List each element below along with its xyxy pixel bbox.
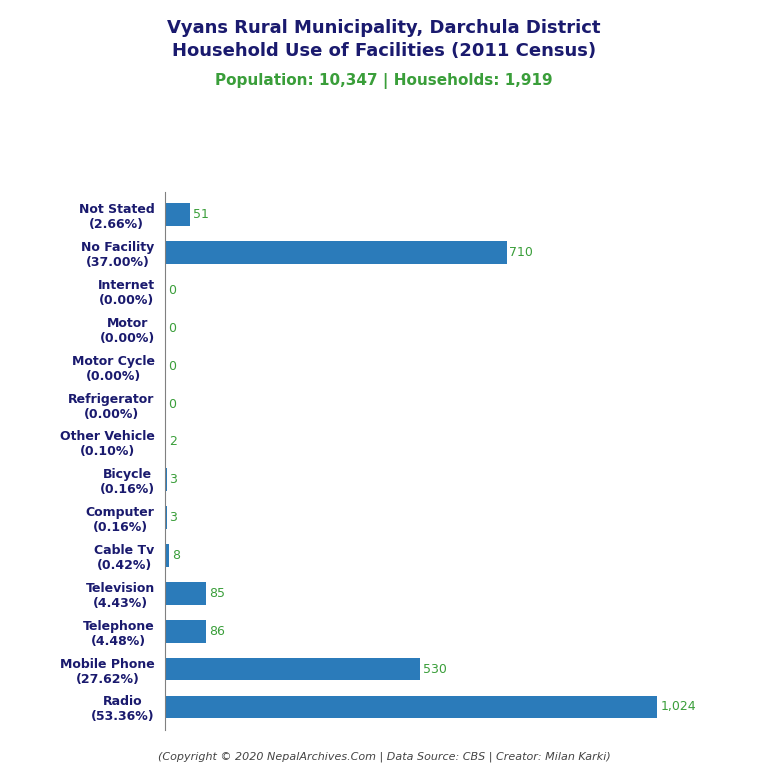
Bar	[165, 506, 167, 529]
Bar	[165, 544, 169, 567]
Bar	[165, 468, 167, 491]
Text: 3: 3	[170, 473, 177, 486]
Text: Vyans Rural Municipality, Darchula District: Vyans Rural Municipality, Darchula Distr…	[167, 19, 601, 37]
Text: 0: 0	[168, 322, 176, 335]
Text: 530: 530	[423, 663, 447, 676]
Bar	[165, 241, 507, 264]
Bar	[165, 620, 207, 643]
Text: 710: 710	[509, 246, 533, 259]
Text: Household Use of Facilities (2011 Census): Household Use of Facilities (2011 Census…	[172, 42, 596, 60]
Text: 51: 51	[193, 208, 208, 221]
Text: 86: 86	[210, 624, 225, 637]
Text: 0: 0	[168, 359, 176, 372]
Text: 1,024: 1,024	[660, 700, 696, 713]
Bar	[165, 204, 190, 226]
Text: 3: 3	[170, 511, 177, 524]
Bar	[165, 431, 166, 453]
Text: 0: 0	[168, 398, 176, 411]
Text: 0: 0	[168, 284, 176, 297]
Bar	[165, 657, 420, 680]
Bar	[165, 696, 657, 718]
Bar	[165, 582, 206, 604]
Text: (Copyright © 2020 NepalArchives.Com | Data Source: CBS | Creator: Milan Karki): (Copyright © 2020 NepalArchives.Com | Da…	[157, 751, 611, 762]
Text: 85: 85	[209, 587, 225, 600]
Text: 8: 8	[172, 549, 180, 562]
Text: Population: 10,347 | Households: 1,919: Population: 10,347 | Households: 1,919	[215, 73, 553, 89]
Text: 2: 2	[169, 435, 177, 449]
